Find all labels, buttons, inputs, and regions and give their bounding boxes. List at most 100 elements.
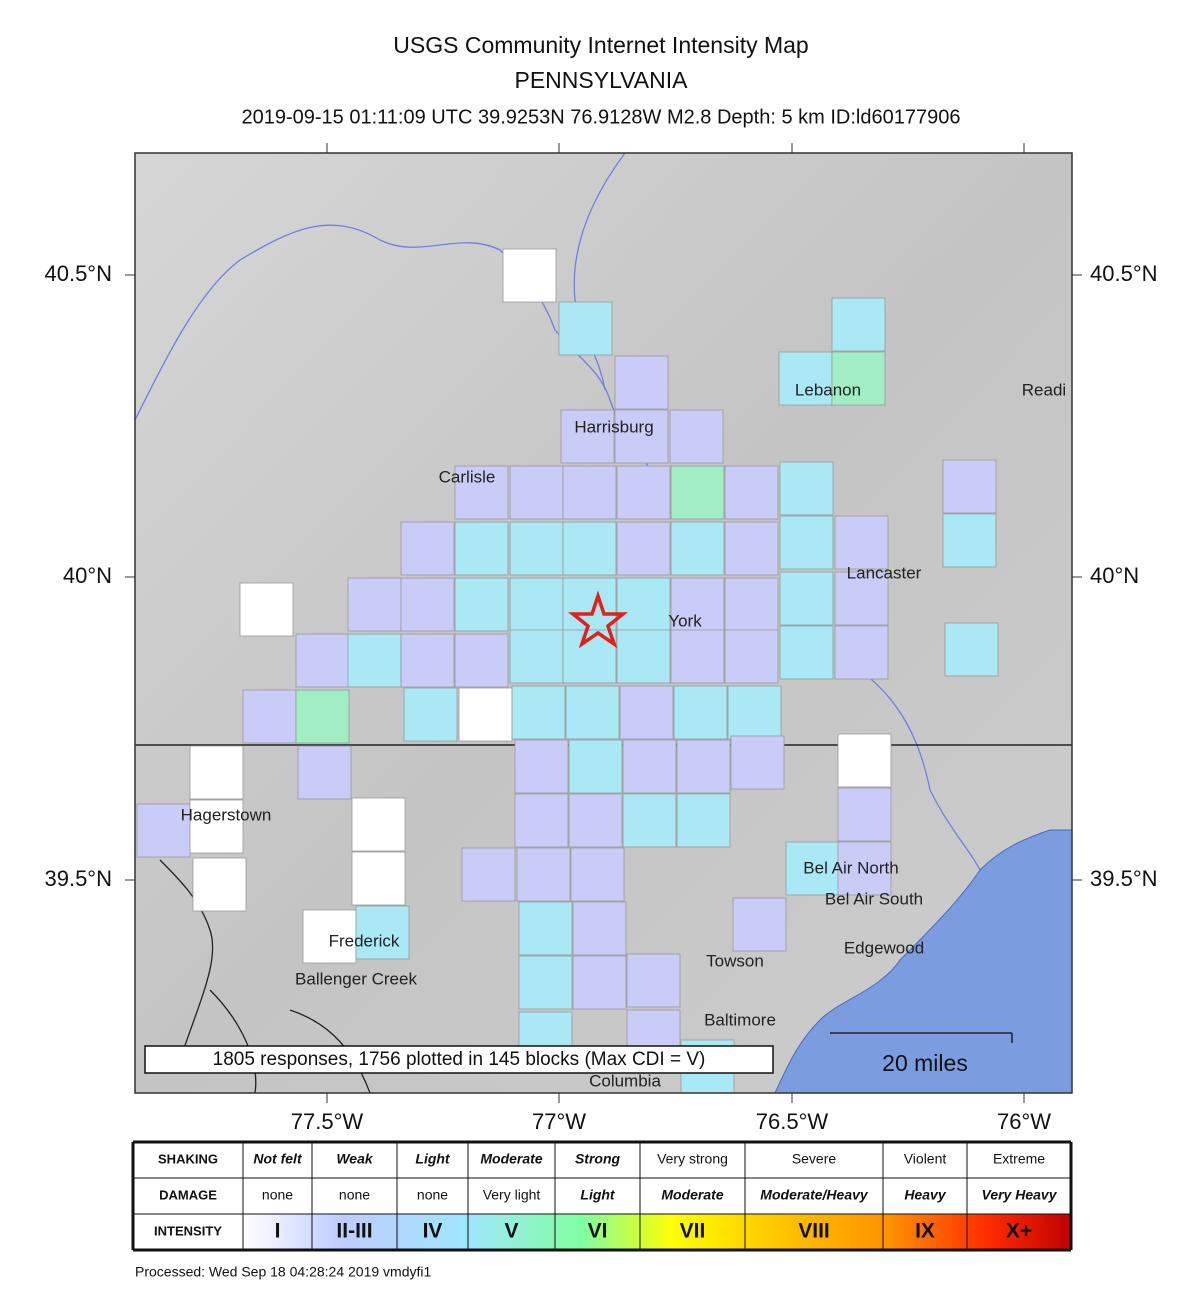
legend-cell: Extreme — [993, 1151, 1045, 1167]
block — [670, 521, 725, 576]
block — [568, 739, 623, 794]
block — [295, 633, 350, 688]
note-box — [144, 1045, 774, 1074]
block — [511, 685, 566, 740]
block — [673, 685, 728, 740]
place-label: Towson — [706, 951, 764, 970]
block — [626, 953, 681, 1008]
block — [562, 465, 617, 520]
block — [514, 793, 569, 848]
place-label: Edgewood — [844, 938, 924, 957]
place-label: Bel Air North — [803, 858, 898, 877]
block — [297, 745, 352, 800]
lon-label: 77°W — [532, 1109, 586, 1134]
title: USGS Community Internet Intensity Map — [393, 32, 808, 58]
lat-label: 40°N — [63, 563, 112, 588]
legend-cell: none — [417, 1187, 448, 1203]
bay — [774, 829, 1072, 1093]
block — [351, 851, 406, 906]
legend-cell: Heavy — [904, 1187, 946, 1203]
block — [518, 955, 573, 1010]
block — [351, 797, 406, 852]
block — [560, 409, 615, 464]
place-label: Frederick — [329, 931, 400, 950]
lon-label: 76.5°W — [756, 1109, 829, 1134]
block — [136, 803, 191, 858]
lat-label: 40°N — [1090, 563, 1139, 588]
block — [779, 625, 834, 680]
block — [568, 793, 623, 848]
block — [454, 577, 509, 632]
legend-cell: VI — [588, 1220, 608, 1243]
lat-label: 40.5°N — [1090, 261, 1158, 286]
legend-cell: Light — [580, 1187, 616, 1203]
block — [502, 248, 557, 303]
scale-bar — [830, 1032, 1013, 1043]
axes: 40.5°N 40.5°N 40°N 40°N 39.5°N 39.5°N 77.5°W 77… — [44, 143, 1158, 1134]
block — [670, 577, 725, 632]
lon-label: 77.5°W — [291, 1109, 364, 1134]
block — [831, 297, 886, 352]
legend-cell: IV — [423, 1220, 443, 1243]
block — [779, 461, 834, 516]
block — [400, 577, 455, 632]
block — [454, 521, 509, 576]
legend-cell: Moderate/Heavy — [760, 1187, 869, 1203]
block — [622, 739, 677, 794]
block — [355, 905, 410, 960]
note: 1805 responses, 1756 plotted in 145 bloc… — [213, 1049, 706, 1070]
legend-cell: Light — [415, 1151, 451, 1167]
block — [189, 745, 244, 800]
legend-row-header: DAMAGE — [159, 1187, 217, 1202]
place-label: Baltimore — [704, 1010, 776, 1029]
legend-row-header: SHAKING — [158, 1151, 218, 1166]
block — [724, 577, 779, 632]
block — [614, 409, 669, 464]
block — [670, 465, 725, 520]
block — [785, 841, 840, 896]
epicenter — [568, 590, 628, 649]
block — [676, 739, 731, 794]
block — [403, 687, 458, 742]
block — [192, 857, 247, 912]
block — [347, 577, 402, 632]
map-frame — [134, 152, 1073, 1094]
place-label: Lancaster — [847, 563, 922, 582]
legend-row-header: INTENSITY — [154, 1223, 222, 1238]
block — [514, 739, 569, 794]
lat-label: 40.5°N — [44, 261, 112, 286]
place-label: Harrisburg — [574, 417, 653, 436]
river — [573, 153, 626, 391]
block — [242, 689, 297, 744]
block — [724, 465, 779, 520]
block — [516, 847, 571, 902]
block — [779, 571, 834, 626]
place-label: Columbia — [589, 1071, 661, 1090]
intensity-blocks — [136, 248, 999, 1093]
block — [454, 633, 509, 688]
legend-cell: VII — [680, 1220, 706, 1243]
block — [837, 733, 892, 788]
block — [622, 793, 677, 848]
place-label: Hagerstown — [181, 805, 272, 824]
block — [730, 735, 785, 790]
legend-cell: Very strong — [657, 1151, 728, 1167]
place-label: Carlisle — [439, 467, 496, 486]
block — [831, 351, 886, 406]
legend-cell: Weak — [336, 1151, 374, 1167]
block — [295, 689, 350, 744]
block — [670, 629, 725, 684]
block — [461, 847, 516, 902]
block — [724, 521, 779, 576]
legend-cell: Severe — [792, 1151, 837, 1167]
place-label: York — [668, 611, 702, 630]
block — [614, 355, 669, 410]
block — [616, 577, 671, 632]
block — [616, 465, 671, 520]
block — [509, 577, 564, 632]
river — [135, 224, 651, 471]
lat-label: 39.5°N — [1090, 866, 1158, 891]
legend: SHAKING Not felt Weak Light Moderate Strong Ve… — [131, 1140, 1073, 1252]
lat-label: 39.5°N — [44, 866, 112, 891]
